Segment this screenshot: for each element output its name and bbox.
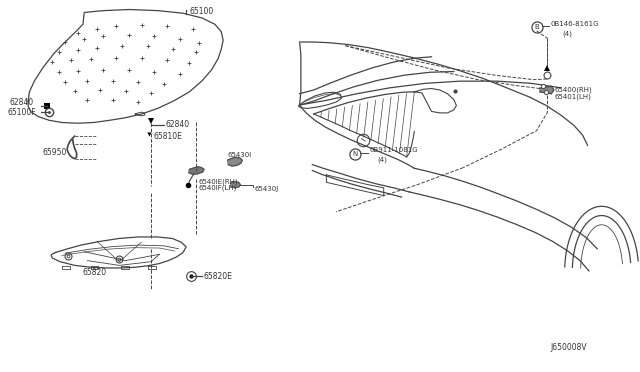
Text: 65430Ⅰ: 65430Ⅰ [228, 153, 252, 158]
Text: 62840: 62840 [166, 120, 190, 129]
Text: 6540ⅠF(LH): 6540ⅠF(LH) [199, 184, 237, 191]
Text: N: N [353, 151, 358, 157]
Text: 65401(LH): 65401(LH) [554, 93, 591, 100]
Text: 62840: 62840 [10, 98, 34, 107]
Text: 65400(RH): 65400(RH) [554, 86, 592, 93]
Text: 65810E: 65810E [153, 132, 182, 141]
Text: 65430J: 65430J [254, 186, 278, 192]
Text: (4): (4) [562, 31, 572, 37]
Text: 0B146-8161G: 0B146-8161G [550, 20, 599, 26]
Text: 65820: 65820 [83, 268, 107, 277]
Text: B: B [534, 24, 539, 30]
Text: 65820E: 65820E [204, 272, 232, 281]
Text: 65100F: 65100F [8, 108, 36, 118]
Text: 0B911-1081G: 0B911-1081G [369, 147, 418, 153]
Polygon shape [189, 167, 204, 174]
Text: 65950: 65950 [43, 148, 67, 157]
Text: (4): (4) [378, 157, 387, 163]
Text: 65100: 65100 [189, 7, 214, 16]
Polygon shape [231, 182, 241, 188]
Text: 6540ⅠE(RH): 6540ⅠE(RH) [199, 178, 239, 185]
Text: J650008V: J650008V [550, 343, 588, 352]
Polygon shape [540, 86, 554, 94]
Polygon shape [228, 157, 243, 166]
